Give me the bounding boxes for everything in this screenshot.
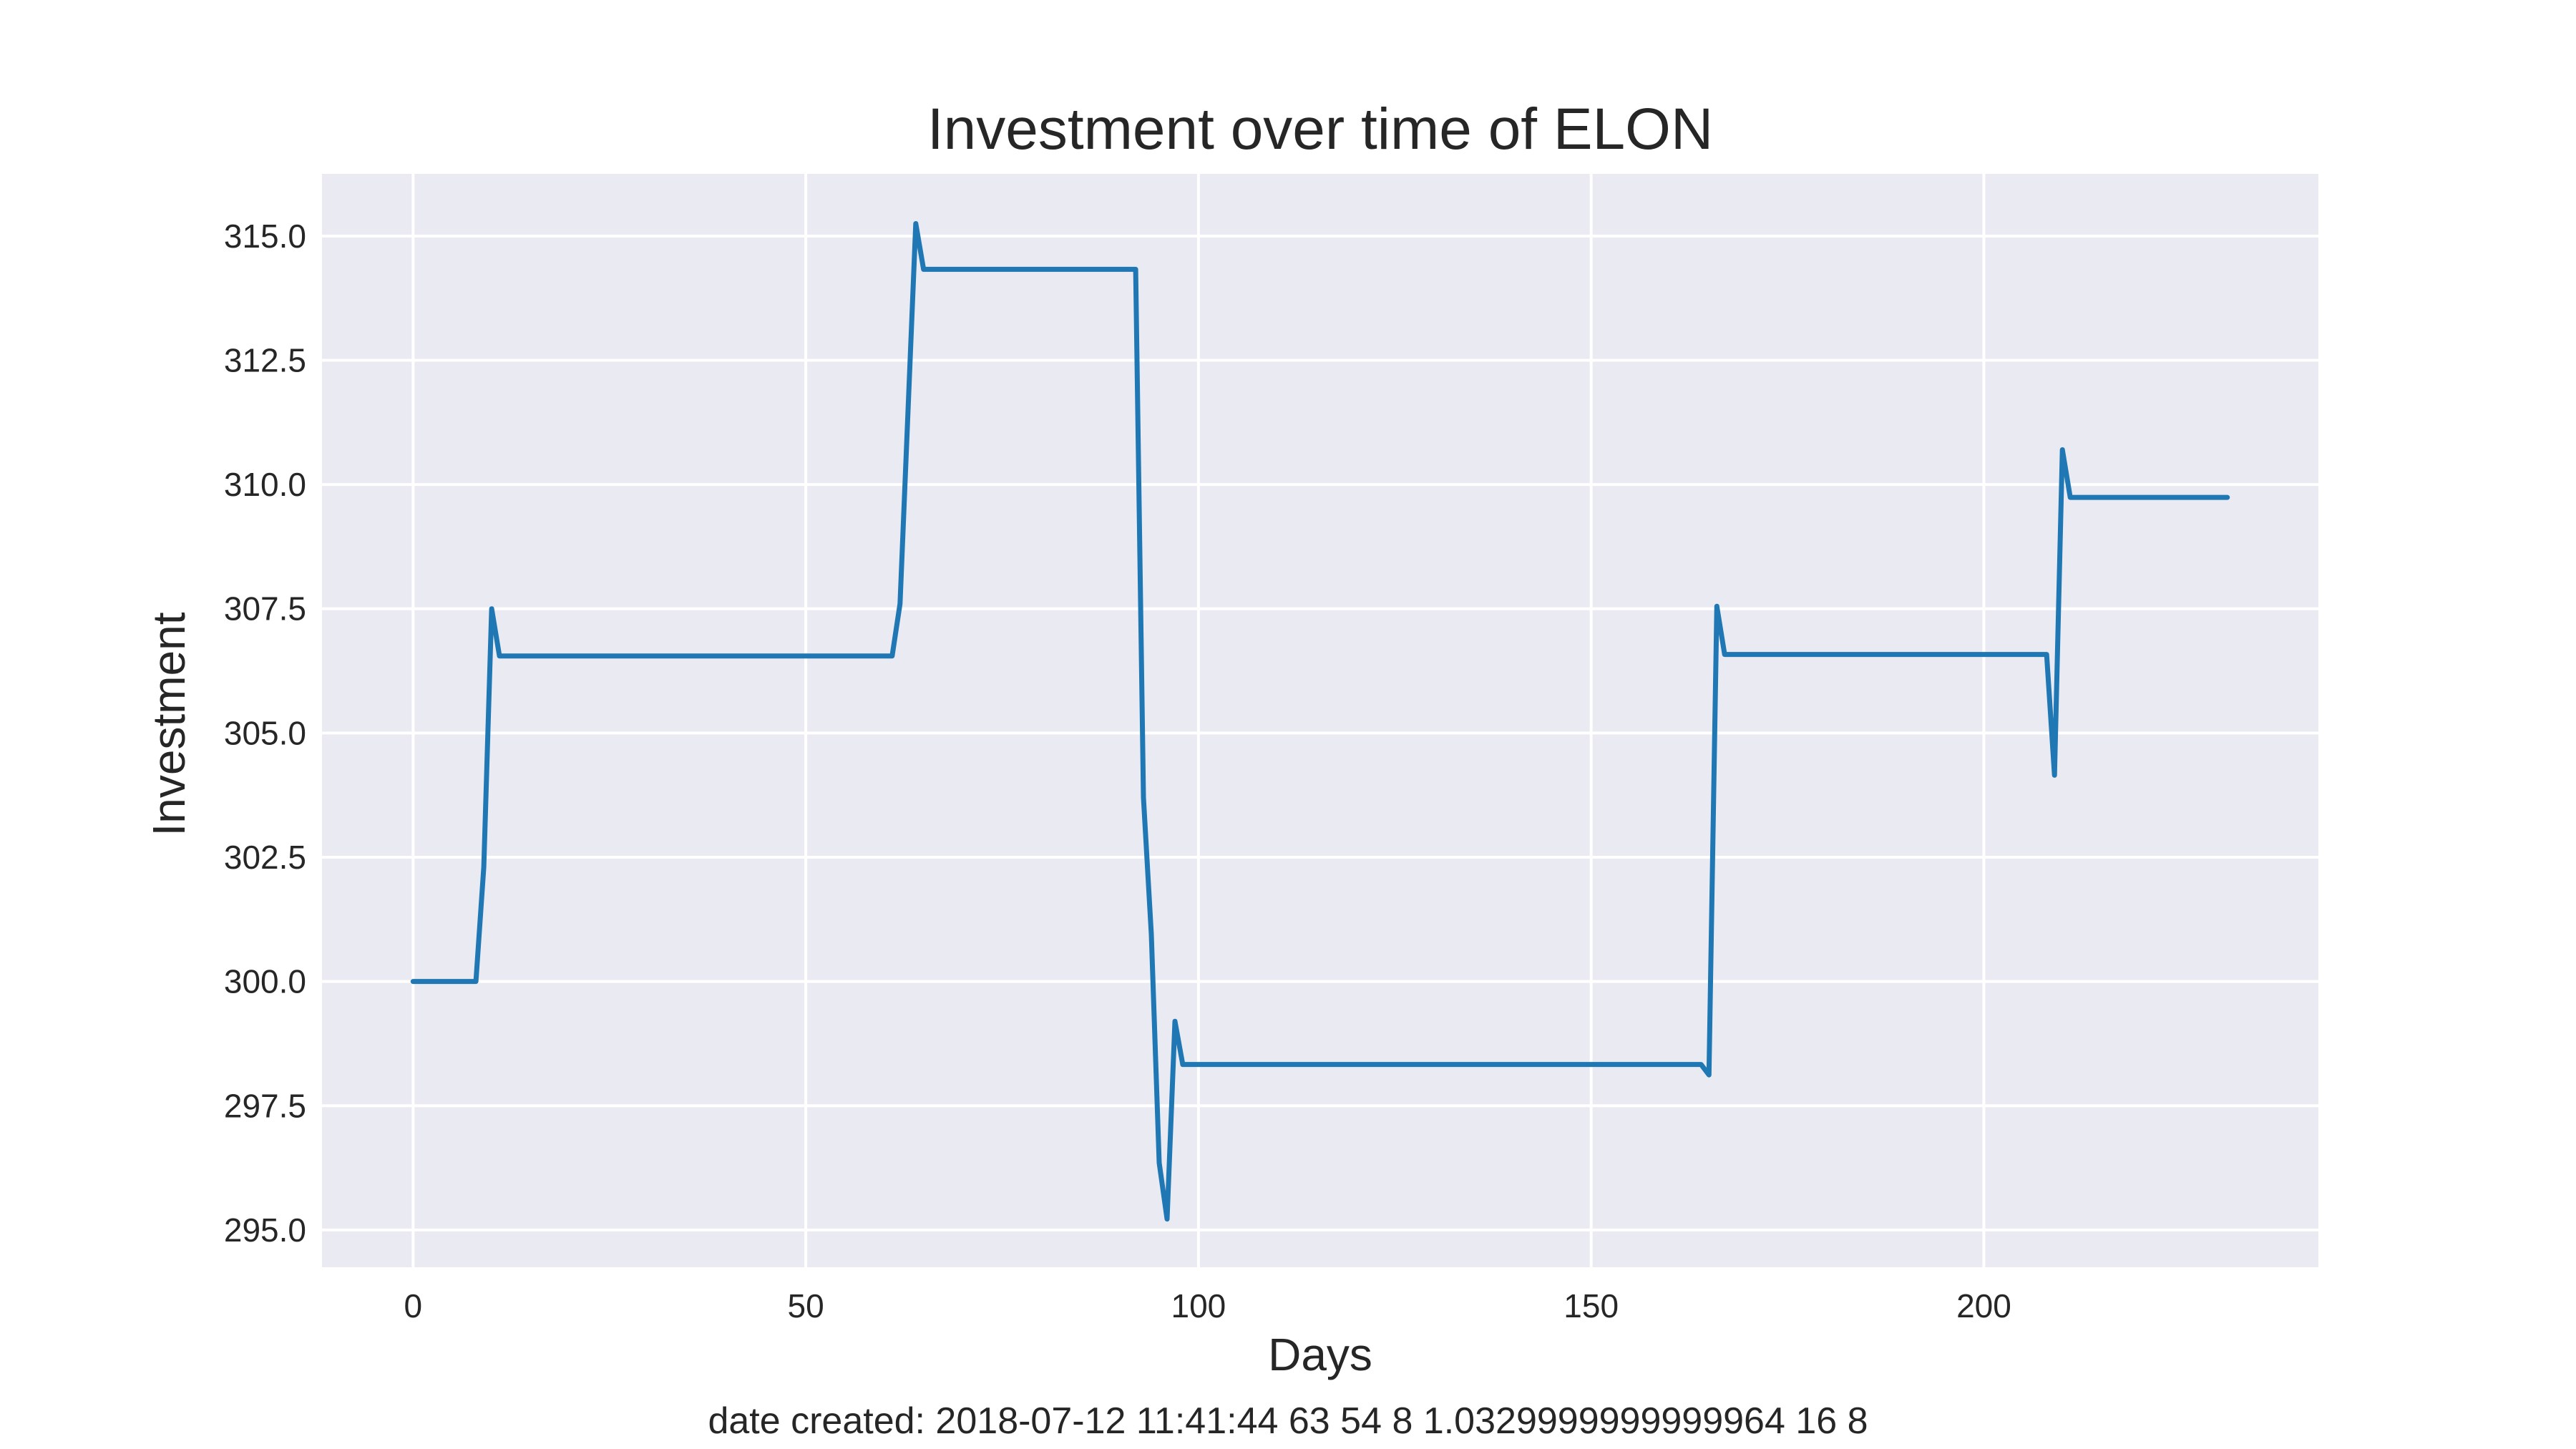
y-tick-label: 305.0 bbox=[224, 714, 306, 751]
y-tick-label: 302.5 bbox=[224, 839, 306, 876]
plot-area bbox=[322, 174, 2318, 1267]
x-tick-label: 0 bbox=[404, 1287, 423, 1324]
x-gridlines bbox=[411, 174, 1986, 1267]
footer-text: date created: 2018-07-12 11:41:44 63 54 … bbox=[708, 1400, 1868, 1442]
y-tick-label: 310.0 bbox=[224, 466, 306, 503]
y-tick-label: 312.5 bbox=[224, 341, 306, 379]
x-tick-labels: 0 50 100 150 200 bbox=[404, 1287, 2011, 1324]
y-tick-labels: 295.0 297.5 300.0 302.5 305.0 307.5 310.0 312.5… bbox=[224, 218, 306, 1249]
y-gridlines bbox=[322, 234, 2318, 1231]
x-tick-label: 200 bbox=[1956, 1287, 2011, 1324]
x-tick-label: 150 bbox=[1563, 1287, 1619, 1324]
y-tick-label: 307.5 bbox=[224, 590, 306, 628]
y-tick-label: 297.5 bbox=[224, 1087, 306, 1124]
y-axis-label: Investment bbox=[143, 612, 195, 836]
x-tick-label: 100 bbox=[1171, 1287, 1226, 1324]
x-axis-label: Days bbox=[1268, 1329, 1372, 1380]
y-tick-label: 295.0 bbox=[224, 1211, 306, 1249]
chart-title: Investment over time of ELON bbox=[927, 97, 1713, 162]
y-tick-label: 315.0 bbox=[224, 218, 306, 255]
series-layer bbox=[410, 221, 2230, 1222]
x-tick-label: 50 bbox=[788, 1287, 824, 1324]
series-line bbox=[410, 221, 2230, 1222]
y-tick-label: 300.0 bbox=[224, 963, 306, 1000]
